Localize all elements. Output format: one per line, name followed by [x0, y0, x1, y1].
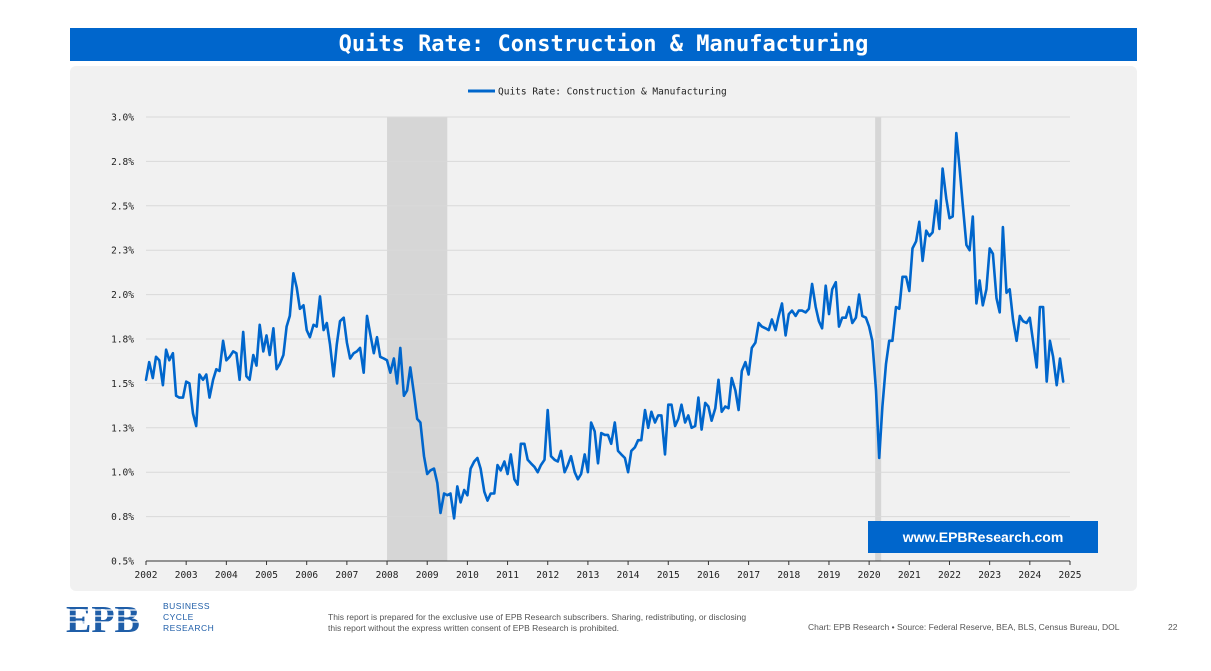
website-watermark: www.EPBResearch.com [868, 521, 1098, 553]
page-title: Quits Rate: Construction & Manufacturing [70, 28, 1137, 61]
disclaimer-text: This report is prepared for the exclusiv… [328, 612, 747, 633]
x-tick-label: 2013 [576, 570, 599, 581]
chart-panel: 0.5% 0.8% 1.0% 1.3% 1.5% 1.8% 2.0% 2.3% 2.5% 2.8%… [70, 66, 1137, 591]
x-tick-label: 2014 [617, 570, 640, 581]
x-tick-label: 2012 [536, 570, 559, 581]
y-tick-label: 0.5% [111, 557, 134, 568]
y-tick-label: 0.8% [111, 512, 134, 523]
y-tick-label: 1.0% [111, 468, 134, 479]
y-tick-label: 2.0% [111, 290, 134, 301]
y-tick-label: 2.3% [111, 246, 134, 257]
x-tick-label: 2002 [135, 570, 158, 581]
y-tick-label: 1.3% [111, 423, 134, 434]
x-tick-label: 2020 [858, 570, 881, 581]
x-tick-label: 2008 [376, 570, 399, 581]
x-tick-label: 2011 [496, 570, 519, 581]
x-tick-label: 2005 [255, 570, 278, 581]
x-tick-label: 2003 [175, 570, 198, 581]
x-tick-label: 2016 [697, 570, 720, 581]
x-tick-label: 2018 [777, 570, 800, 581]
brand-name: BUSINESS CYCLE RESEARCH [163, 601, 215, 633]
y-tick-label: 2.5% [111, 201, 134, 212]
x-tick-label: 2009 [416, 570, 439, 581]
series-line [144, 131, 1065, 520]
x-tick-label: 2006 [295, 570, 318, 581]
x-tick-label: 2017 [737, 570, 760, 581]
x-tick-label: 2024 [1018, 570, 1041, 581]
epb-logo: EPB [66, 599, 158, 641]
quits-rate-chart: 0.5% 0.8% 1.0% 1.3% 1.5% 1.8% 2.0% 2.3% 2.5% 2.8%… [111, 87, 1082, 582]
x-tick-label: 2015 [657, 570, 680, 581]
y-tick-label: 3.0% [111, 113, 134, 124]
x-tick-label: 2004 [215, 570, 238, 581]
y-tick-label: 2.8% [111, 157, 134, 168]
legend-label: Quits Rate: Construction & Manufacturing [498, 87, 727, 98]
x-tick-label: 2010 [456, 570, 479, 581]
x-tick-label: 2025 [1059, 570, 1082, 581]
svg-text:EPB: EPB [66, 600, 140, 636]
x-tick-label: 2021 [898, 570, 921, 581]
x-tick-label: 2023 [978, 570, 1001, 581]
y-tick-label: 1.8% [111, 335, 134, 346]
x-tick-label: 2007 [335, 570, 358, 581]
page-number: 22 [1168, 622, 1178, 632]
x-tick-label: 2022 [938, 570, 961, 581]
y-tick-label: 1.5% [111, 379, 134, 390]
chart-source: Chart: EPB Research • Source: Federal Re… [808, 622, 1120, 632]
x-tick-label: 2019 [818, 570, 841, 581]
